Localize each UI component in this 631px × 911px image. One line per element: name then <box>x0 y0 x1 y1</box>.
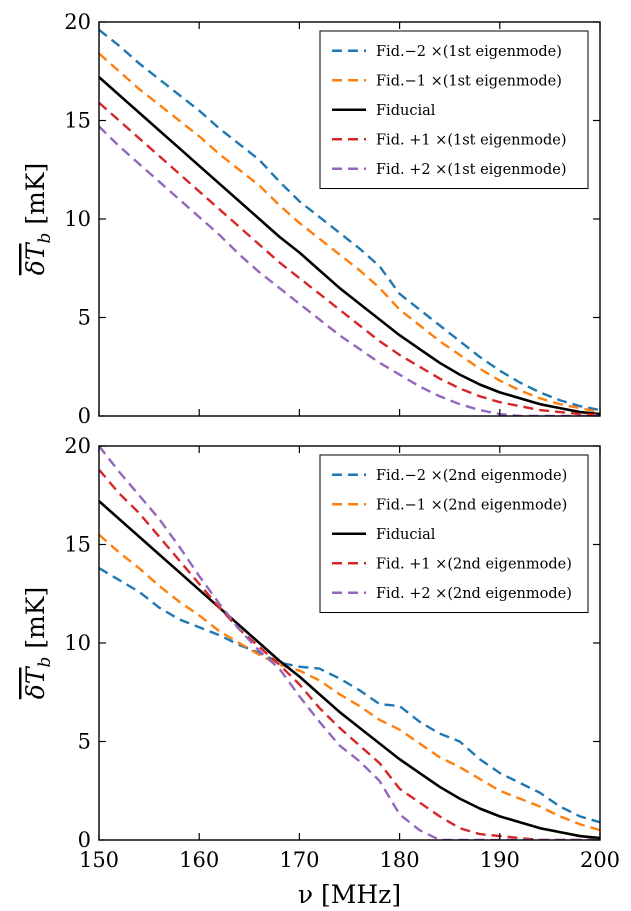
legend-label: Fiducial <box>376 103 436 119</box>
legend-label: Fid.−1 ×(1st eigenmode) <box>376 73 562 89</box>
x-tick-label: 190 <box>480 848 520 872</box>
x-axis-label: ν [MHz] <box>298 880 401 909</box>
y-tick-label: 10 <box>64 631 91 655</box>
y-tick-label: 0 <box>78 828 91 852</box>
x-tick-label: 180 <box>380 848 420 872</box>
legend-label: Fid. +2 ×(2nd eigenmode) <box>376 586 572 602</box>
y-tick-label: 15 <box>64 533 91 557</box>
bottom-panel: 150 160 170 180 190 200 0 5 10 15 20 δTb [mK] ν [MHz… <box>21 434 620 909</box>
series-line-1 <box>99 52 600 414</box>
y-axis-label: δTb [mK] <box>21 163 55 275</box>
series-line-0 <box>99 567 600 824</box>
y-tick-label: 15 <box>64 109 91 133</box>
series-group <box>99 446 600 840</box>
legend-label: Fid. +1 ×(2nd eigenmode) <box>376 556 572 572</box>
y-tick-label: 20 <box>64 10 91 34</box>
series-line-0 <box>99 28 600 412</box>
x-tick-label: 150 <box>79 848 119 872</box>
y-tick-label: 10 <box>64 207 91 231</box>
y-tick-label: 5 <box>78 730 91 754</box>
series-line-4 <box>99 446 600 840</box>
series-line-3 <box>99 468 600 840</box>
legend-label: Fid.−2 ×(2nd eigenmode) <box>376 468 567 484</box>
series-line-2 <box>99 76 600 416</box>
legend-label: Fiducial <box>376 527 436 543</box>
series-line-3 <box>99 101 600 416</box>
legend: Fid.−2 ×(1st eigenmode) Fid.−1 ×(1st eige… <box>319 30 589 189</box>
y-tick-label: 5 <box>78 306 91 330</box>
legend: Fid.−2 ×(2nd eigenmode) Fid.−1 ×(2nd eige… <box>319 454 589 613</box>
legend-label: Fid. +2 ×(1st eigenmode) <box>376 162 567 178</box>
y-tick-label: 20 <box>64 434 91 458</box>
x-tick-label: 160 <box>179 848 219 872</box>
legend-label: Fid. +1 ×(1st eigenmode) <box>376 132 567 148</box>
series-line-1 <box>99 533 600 832</box>
series-line-2 <box>99 500 600 840</box>
legend-label: Fid.−1 ×(2nd eigenmode) <box>376 497 567 513</box>
x-tick-label: 170 <box>279 848 319 872</box>
x-tick-label: 200 <box>580 848 620 872</box>
legend-label: Fid.−2 ×(1st eigenmode) <box>376 44 562 60</box>
y-tick-label: 0 <box>78 404 91 428</box>
y-axis-label: δTb [mK] <box>21 587 55 699</box>
